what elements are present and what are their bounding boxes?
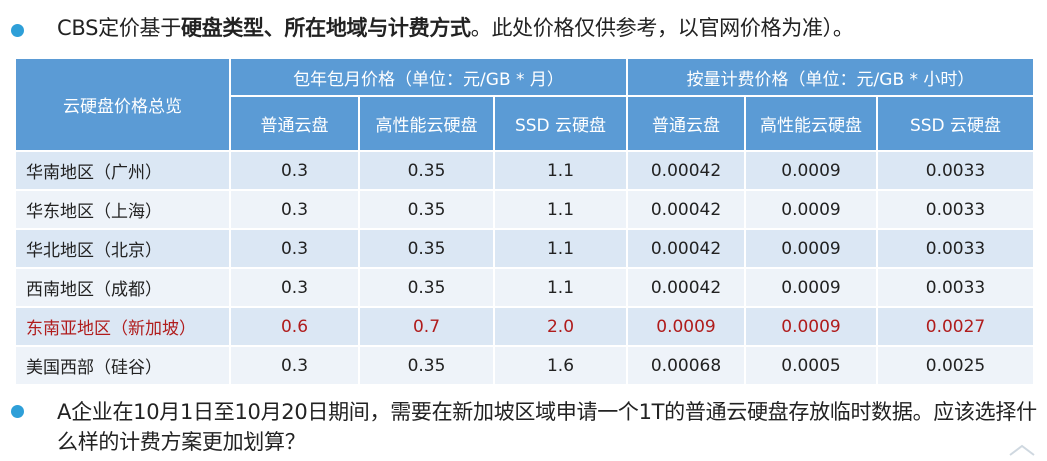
region-cell: 东南亚地区（新加坡） (14, 306, 231, 347)
price-cell: 0.0009 (744, 150, 878, 191)
table-row: 西南地区（成都） 0.3 0.35 1.1 0.00042 0.0009 0.0033 (14, 267, 1035, 308)
nav-icon[interactable] (1007, 443, 1037, 457)
price-cell: 0.0033 (876, 189, 1035, 230)
price-cell: 1.6 (493, 345, 628, 386)
column-header: SSD 云硬盘 (493, 95, 628, 152)
price-cell: 0.0033 (876, 228, 1035, 269)
price-cell: 0.0033 (876, 267, 1035, 308)
price-cell: 0.3 (229, 345, 360, 386)
price-cell: 0.0033 (876, 150, 1035, 191)
price-cell: 0.3 (229, 228, 360, 269)
column-header: 高性能云硬盘 (358, 95, 495, 152)
bullet-dot (11, 24, 24, 37)
price-table: 云硬盘价格总览 包年包月价格（单位：元/GB * 月） 按量计费价格（单位：元/GB… (14, 57, 1035, 386)
table-row: 华东地区（上海） 0.3 0.35 1.1 0.00042 0.0009 0.0033 (14, 189, 1035, 230)
column-header: SSD 云硬盘 (876, 95, 1035, 152)
price-cell: 0.0009 (744, 267, 878, 308)
price-cell: 0.3 (229, 189, 360, 230)
price-cell: 0.00042 (626, 228, 746, 269)
region-cell: 华北地区（北京） (14, 228, 231, 269)
bullet-text: A企业在10月1日至10月20日期间，需要在新加坡区域申请一个1T的普通云硬盘存… (57, 400, 1037, 454)
price-cell: 1.1 (493, 150, 628, 191)
price-cell: 0.00068 (626, 345, 746, 386)
price-cell: 0.35 (358, 267, 495, 308)
bold-text: 硬盘类型、所在地域与计费方式 (180, 16, 471, 40)
price-cell: 0.35 (358, 189, 495, 230)
price-cell: 1.1 (493, 189, 628, 230)
price-cell: 1.1 (493, 267, 628, 308)
bullet-text: CBS定价基于硬盘类型、所在地域与计费方式。此处价格仅供参考，以官网价格为准）。 (57, 12, 854, 42)
corner-header: 云硬盘价格总览 (14, 57, 231, 152)
price-cell: 0.7 (358, 306, 495, 347)
price-cell: 0.35 (358, 345, 495, 386)
group-header: 按量计费价格（单位：元/GB * 小时） (626, 57, 1035, 97)
price-cell: 0.00042 (626, 267, 746, 308)
text: CBS定价基于 (57, 16, 181, 40)
table-row: 华北地区（北京） 0.3 0.35 1.1 0.00042 0.0009 0.0033 (14, 228, 1035, 269)
bullet-dot (11, 405, 24, 418)
region-cell: 美国西部（硅谷） (14, 345, 231, 386)
table-row: 美国西部（硅谷） 0.3 0.35 1.6 0.00068 0.0005 0.0025 (14, 345, 1035, 386)
group-header: 包年包月价格（单位：元/GB * 月） (229, 57, 628, 97)
price-cell: 1.1 (493, 228, 628, 269)
column-header: 高性能云硬盘 (744, 95, 878, 152)
price-cell: 0.0025 (876, 345, 1035, 386)
price-cell: 0.0009 (626, 306, 746, 347)
price-cell: 0.0027 (876, 306, 1035, 347)
price-cell: 2.0 (493, 306, 628, 347)
price-cell: 0.00042 (626, 150, 746, 191)
column-header: 普通云盘 (229, 95, 360, 152)
table-row: 东南亚地区（新加坡） 0.6 0.7 2.0 0.0009 0.0009 0.0027 (14, 306, 1035, 347)
column-header: 普通云盘 (626, 95, 746, 152)
price-cell: 0.0009 (744, 228, 878, 269)
region-cell: 华东地区（上海） (14, 189, 231, 230)
price-cell: 0.00042 (626, 189, 746, 230)
price-cell: 0.35 (358, 228, 495, 269)
table-row: 华南地区（广州） 0.3 0.35 1.1 0.00042 0.0009 0.0033 (14, 150, 1035, 191)
price-cell: 0.6 (229, 306, 360, 347)
price-cell: 0.3 (229, 267, 360, 308)
region-cell: 华南地区（广州） (14, 150, 231, 191)
price-cell: 0.35 (358, 150, 495, 191)
region-cell: 西南地区（成都） (14, 267, 231, 308)
text: 。此处价格仅供参考，以官网价格为准）。 (470, 16, 854, 40)
price-cell: 0.3 (229, 150, 360, 191)
price-cell: 0.0009 (744, 189, 878, 230)
price-cell: 0.0005 (744, 345, 878, 386)
price-cell: 0.0009 (744, 306, 878, 347)
